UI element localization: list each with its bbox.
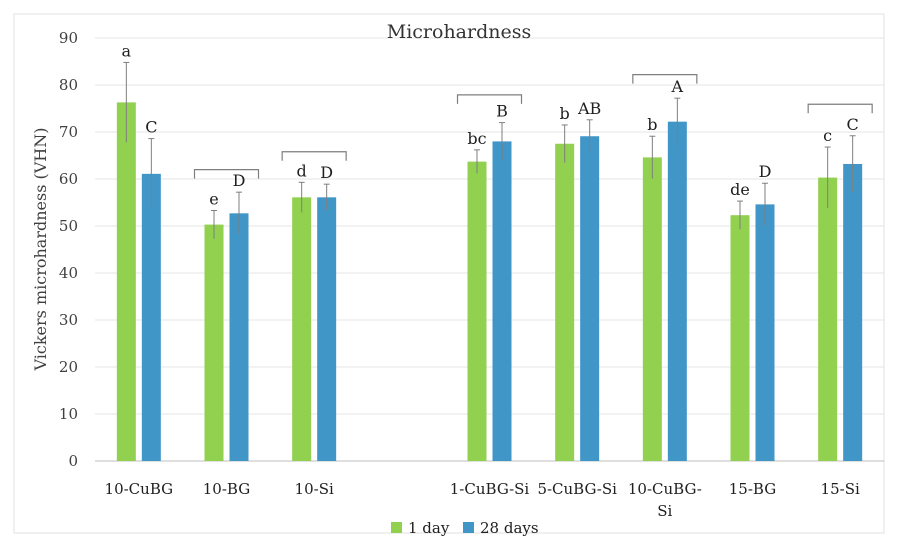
y-axis-label: Vickers microhardness (VHN) bbox=[31, 128, 50, 372]
significance-label: C bbox=[847, 115, 859, 134]
comparison-brackets bbox=[193, 74, 873, 179]
y-axis-ticks: 0 10 20 30 40 50 60 70 80 90 bbox=[59, 29, 78, 470]
category-label: 1-CuBG-Si bbox=[450, 480, 530, 498]
bar-1-day bbox=[204, 224, 224, 461]
bar-1-day bbox=[642, 157, 662, 461]
significance-label: b bbox=[560, 104, 570, 123]
comparison-bracket bbox=[632, 74, 698, 84]
significance-label: e bbox=[209, 189, 218, 208]
bar-28-days bbox=[667, 121, 687, 461]
x-axis-labels: 10-CuBG 10-BG 10-Si 1-CuBG-Si 5-CuBG-Si 10-Cu… bbox=[105, 480, 860, 520]
y-tick-label: 30 bbox=[59, 311, 78, 329]
significance-label: AB bbox=[577, 99, 601, 118]
category-label: 5-CuBG-Si bbox=[537, 480, 617, 498]
comparison-bracket bbox=[807, 103, 873, 114]
category-label: Si bbox=[657, 502, 672, 520]
category-label: 15-BG bbox=[729, 480, 776, 498]
y-tick-label: 0 bbox=[68, 452, 78, 470]
comparison-bracket bbox=[456, 94, 523, 104]
significance-label: D bbox=[759, 162, 772, 181]
y-tick-label: 40 bbox=[59, 264, 78, 282]
gridlines bbox=[95, 37, 884, 462]
legend-label-1-day: 1 day bbox=[408, 519, 450, 537]
bars bbox=[116, 102, 863, 462]
significance-label: B bbox=[496, 102, 508, 121]
legend-label-28-days: 28 days bbox=[480, 519, 539, 537]
category-label: 10-BG bbox=[203, 480, 250, 498]
error-bars bbox=[123, 61, 856, 239]
bar-28-days bbox=[755, 204, 775, 461]
bar-1-day bbox=[467, 161, 487, 462]
bar-1-day bbox=[555, 143, 575, 461]
bar-28-days bbox=[843, 163, 863, 461]
bar-28-days bbox=[580, 136, 600, 462]
bar-1-day bbox=[292, 197, 312, 461]
y-tick-label: 70 bbox=[59, 123, 78, 141]
category-label: 15-Si bbox=[821, 480, 860, 498]
y-tick-label: 80 bbox=[59, 76, 78, 94]
comparison-bracket bbox=[193, 169, 260, 179]
legend-swatch-28-days bbox=[463, 522, 474, 533]
legend: 1 day 28 days bbox=[391, 519, 539, 537]
bar-28-days bbox=[141, 173, 161, 461]
comparison-bracket bbox=[281, 151, 347, 161]
significance-label: a bbox=[122, 41, 132, 60]
significance-label: C bbox=[145, 118, 157, 137]
category-label: 10-CuBG- bbox=[628, 480, 702, 498]
significance-label: c bbox=[823, 126, 832, 145]
y-tick-label: 50 bbox=[59, 217, 78, 235]
y-tick-label: 10 bbox=[59, 405, 78, 423]
bar-1-day bbox=[730, 215, 750, 461]
legend-swatch-1-day bbox=[391, 522, 402, 533]
y-tick-label: 60 bbox=[59, 170, 78, 188]
significance-label: bc bbox=[467, 129, 486, 148]
significance-label: b bbox=[647, 115, 657, 134]
bar-1-day bbox=[116, 102, 136, 461]
significance-label: d bbox=[297, 161, 307, 180]
significance-label: D bbox=[320, 163, 333, 182]
y-tick-label: 90 bbox=[59, 29, 78, 47]
bar-28-days bbox=[317, 197, 337, 461]
bar-28-days bbox=[492, 141, 512, 461]
significance-label: de bbox=[730, 180, 750, 199]
significance-label: D bbox=[233, 171, 246, 190]
chart-title: Microhardness bbox=[387, 21, 532, 43]
category-label: 10-Si bbox=[295, 480, 334, 498]
category-label: 10-CuBG bbox=[105, 480, 174, 498]
significance-label: A bbox=[671, 77, 684, 96]
bar-28-days bbox=[229, 213, 249, 461]
bar-1-day bbox=[818, 177, 838, 461]
y-tick-label: 20 bbox=[59, 358, 78, 376]
